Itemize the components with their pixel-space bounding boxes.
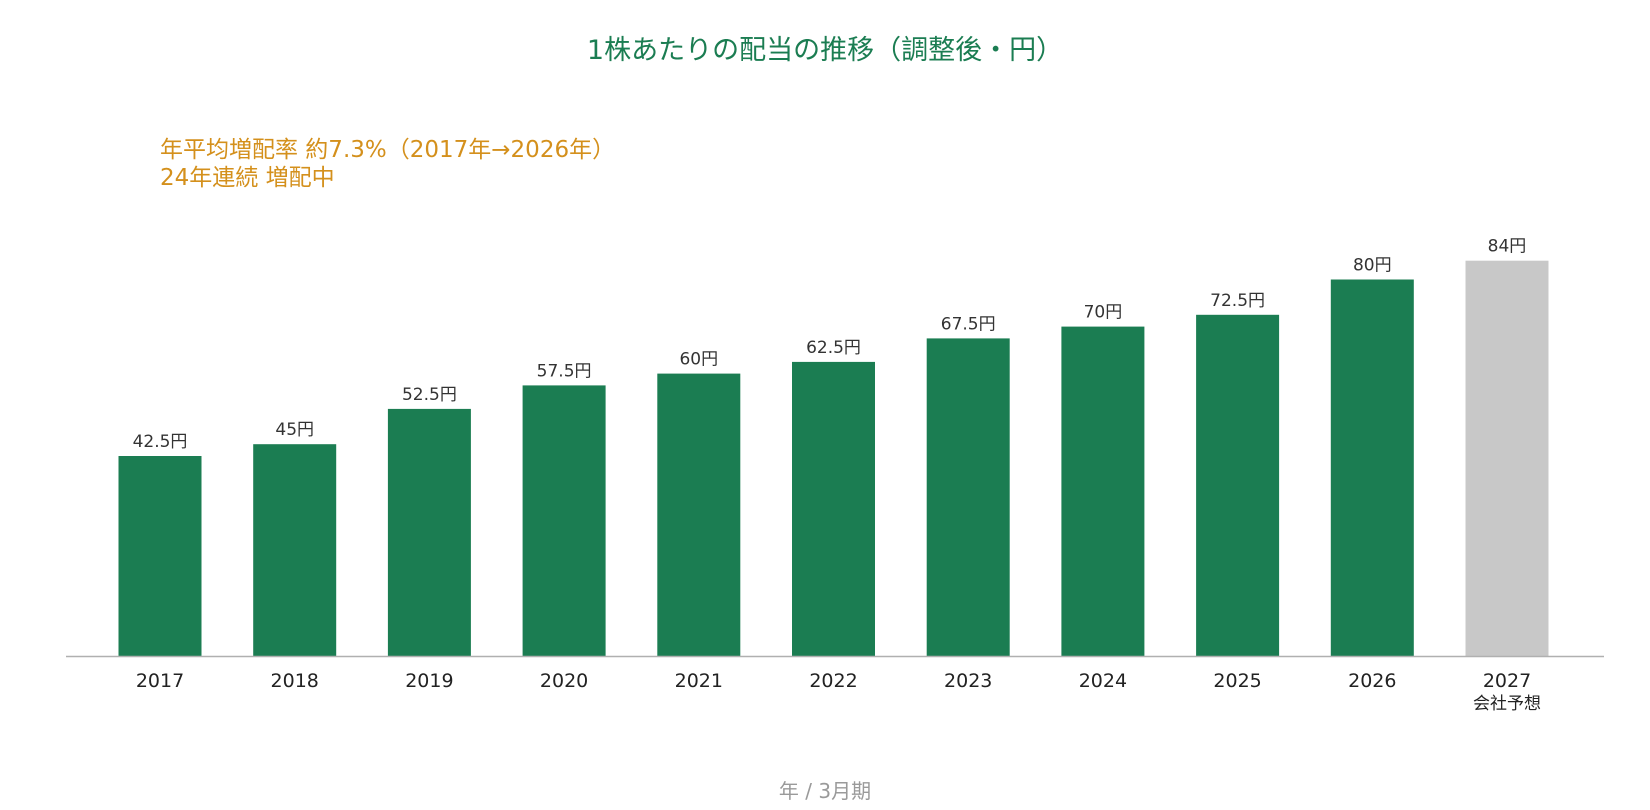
bar-2021 <box>657 373 741 656</box>
x-axis-title: 年 / 3月期 <box>778 779 872 803</box>
data-label-2019: 52.5円 <box>402 385 457 405</box>
x-tick-label-2021: 2021 <box>675 670 723 692</box>
x-tick-label-2018: 2018 <box>271 670 319 692</box>
x-tick-sublabel-2027: 会社予想 <box>1473 694 1541 714</box>
bar-2019 <box>387 408 471 656</box>
bar-2026 <box>1330 279 1414 656</box>
data-label-2020: 57.5円 <box>537 361 592 381</box>
bar-2018 <box>253 444 337 656</box>
bar-2025 <box>1196 314 1280 656</box>
bar-2023 <box>926 338 1010 656</box>
annotation-box: 年平均増配率 約7.3%（2017年→2026年） 24年連続 増配中 <box>160 136 615 192</box>
x-tick-label-2026: 2026 <box>1348 670 1396 692</box>
bar-2027 <box>1465 260 1549 656</box>
data-label-2017: 42.5円 <box>133 432 188 452</box>
chart-title: 1株あたりの配当の推移（調整後・円） <box>586 35 1064 66</box>
x-tick-label-2027: 2027 <box>1483 670 1531 692</box>
bar-2022 <box>792 361 875 656</box>
data-label-2023: 67.5円 <box>941 314 996 334</box>
bar-2020 <box>522 385 606 656</box>
data-label-2018: 45円 <box>275 420 314 440</box>
data-label-2024: 70円 <box>1084 303 1123 323</box>
annotation-growth-rate: 年平均増配率 約7.3%（2017年→2026年） <box>160 137 616 163</box>
x-tick-label-2019: 2019 <box>405 670 453 692</box>
data-label-2025: 72.5円 <box>1210 291 1265 311</box>
x-tick-label-2024: 2024 <box>1079 670 1127 692</box>
data-label-2027: 84円 <box>1488 237 1527 257</box>
x-tick-label-2025: 2025 <box>1213 670 1261 692</box>
data-label-2022: 62.5円 <box>806 338 861 358</box>
x-tick-label-2023: 2023 <box>944 670 992 692</box>
annotation-consecutive-increase: 24年連続 増配中 <box>160 165 335 191</box>
x-tick-label-2017: 2017 <box>136 670 184 692</box>
x-tick-label-2020: 2020 <box>540 670 588 692</box>
data-label-2021: 60円 <box>679 350 718 370</box>
bar-2017 <box>118 456 202 656</box>
bar-2024 <box>1061 326 1145 656</box>
x-tick-label-2022: 2022 <box>809 670 857 692</box>
data-label-2026: 80円 <box>1353 256 1392 276</box>
